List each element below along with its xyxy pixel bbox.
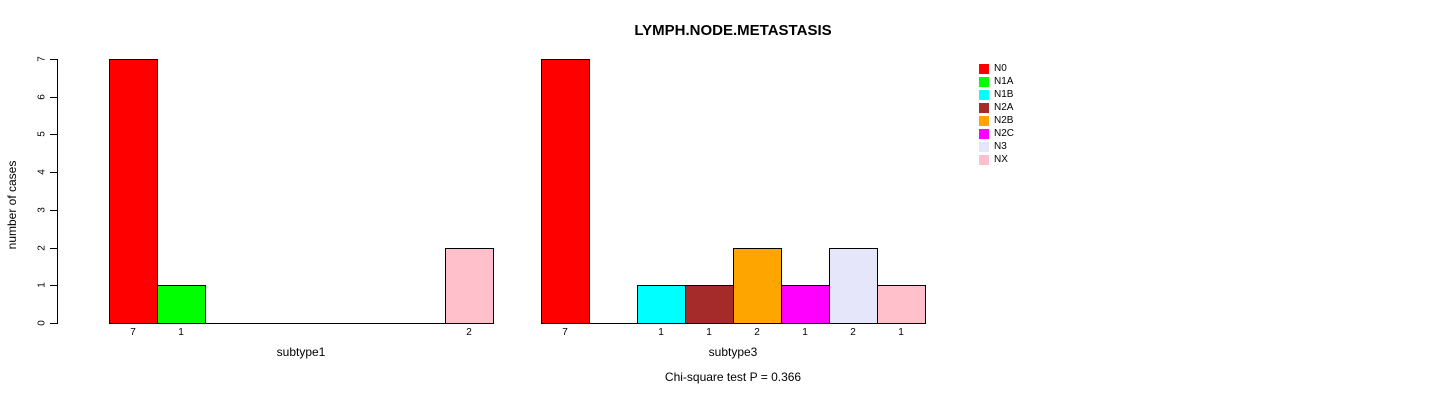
bar-value-label: 1 [802,327,808,338]
y-tick [50,323,57,324]
legend-label: N1A [994,76,1014,87]
legend: N0 N1A N1B N2A N2B N2C N3 NX [979,62,1014,166]
y-axis-label: number of cases [5,160,19,250]
y-tick [50,210,57,211]
legend-label: N2B [994,115,1014,126]
chart-title: LYMPH.NODE.METASTASIS [634,22,832,39]
y-axis-line [57,59,58,324]
legend-swatch-N0 [979,63,989,74]
chi-square-annotation: Chi-square test P = 0.366 [664,370,802,384]
bar-value-label: 7 [130,327,136,338]
bar-value-label: 2 [850,327,856,338]
legend-label: N3 [994,141,1007,152]
legend-item-N3: N3 [979,140,1014,153]
x-axis-label-subtype3: subtype3 [708,345,758,359]
y-tick-label: 5 [36,131,48,137]
legend-swatch-N1A [979,76,989,87]
bar-value-label: 1 [178,327,184,338]
legend-label: NX [994,154,1008,165]
legend-item-N1A: N1A [979,75,1014,88]
y-tick [50,59,57,60]
y-tick-label: 4 [36,169,48,175]
y-tick-label: 3 [36,207,48,213]
legend-label: N1B [994,89,1014,100]
bar-NX [445,248,494,324]
y-tick [50,172,57,173]
bar-N1B [637,285,686,324]
bar-value-label: 7 [562,327,568,338]
y-tick-label: 2 [36,245,48,251]
legend-label: N2C [994,128,1015,139]
legend-swatch-N2A [979,102,989,113]
bar-N3 [829,248,878,324]
bar-N0 [541,59,590,324]
y-tick [50,97,57,98]
y-tick-label: 6 [36,94,48,100]
legend-swatch-NX [979,154,989,165]
x-axis-label-subtype1: subtype1 [276,345,326,359]
y-tick-label: 1 [36,282,48,288]
bar-N2B [733,248,782,324]
legend-swatch-N2B [979,115,989,126]
y-tick [50,285,57,286]
legend-item-N0: N0 [979,62,1014,75]
bar-value-label: 1 [898,327,904,338]
bar-N2A [685,285,734,324]
y-tick [50,134,57,135]
legend-swatch-N2C [979,128,989,139]
bar-N1A [157,285,206,324]
legend-item-N2B: N2B [979,114,1014,127]
legend-item-N2A: N2A [979,101,1014,114]
bar-N0 [109,59,158,324]
legend-item-N2C: N2C [979,127,1014,140]
bar-value-label: 2 [466,327,472,338]
bar-value-label: 1 [658,327,664,338]
y-tick-label: 0 [36,320,48,326]
y-tick-label: 7 [36,56,48,62]
legend-swatch-N1B [979,89,989,100]
legend-item-N1B: N1B [979,88,1014,101]
bar-value-label: 1 [706,327,712,338]
bar-NX [877,285,926,324]
legend-label: N0 [994,63,1007,74]
bar-N2C [781,285,830,324]
legend-label: N2A [994,102,1014,113]
legend-swatch-N3 [979,141,989,152]
baseline [109,323,494,324]
y-tick [50,248,57,249]
bar-value-label: 2 [754,327,760,338]
legend-item-NX: NX [979,153,1014,166]
